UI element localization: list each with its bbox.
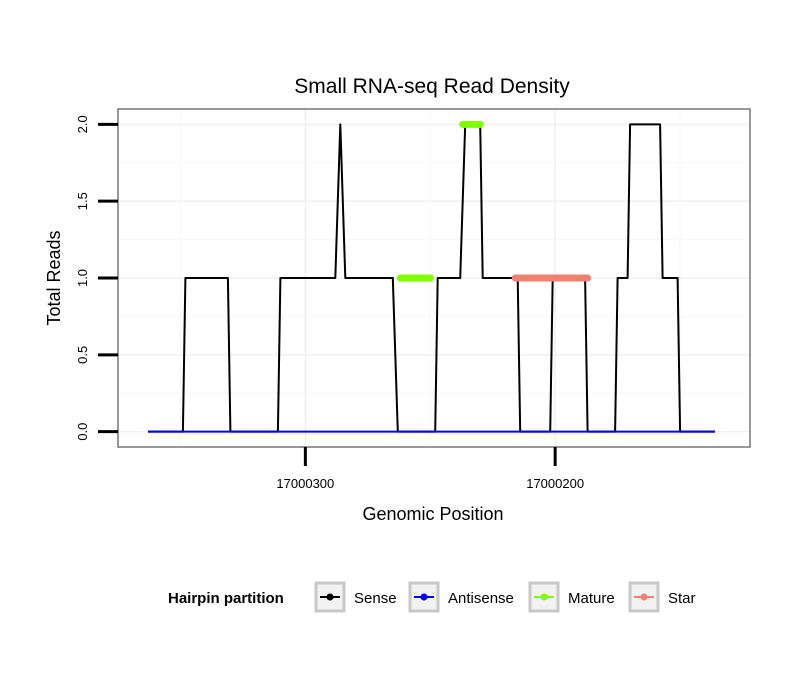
legend-label: Sense <box>354 590 397 607</box>
x-axis: 17000300 17000200 <box>276 447 584 491</box>
legend-label: Mature <box>568 590 615 607</box>
legend-key-dot <box>326 593 334 601</box>
series-layer <box>148 120 715 433</box>
x-tick-label: 17000300 <box>276 476 334 491</box>
chart-title: Small RNA-seq Read Density <box>294 75 570 98</box>
y-axis: 0.0 0.5 1.0 1.5 2.0 <box>75 115 118 441</box>
series-sense-line <box>148 123 715 433</box>
y-tick-label: 1.0 <box>75 269 90 287</box>
y-tick-label: 2.0 <box>75 115 90 133</box>
legend-item-sense: Sense <box>314 581 397 613</box>
legend-key-dot <box>420 593 428 601</box>
x-axis-title: Genomic Position <box>362 504 503 524</box>
legend-key-dot <box>640 593 648 601</box>
legend-label: Star <box>668 590 696 607</box>
y-axis-title: Total Reads <box>44 230 64 325</box>
legend: Hairpin partition Sense Antisense Mature St… <box>168 581 696 613</box>
legend-key-dot <box>540 593 548 601</box>
y-tick-label: 0.0 <box>75 423 90 441</box>
y-tick-label: 0.5 <box>75 346 90 364</box>
legend-item-mature: Mature <box>528 581 615 613</box>
y-tick-label: 1.5 <box>75 192 90 210</box>
legend-title: Hairpin partition <box>168 590 284 607</box>
x-tick-label: 17000200 <box>526 476 584 491</box>
legend-item-antisense: Antisense <box>408 581 514 613</box>
legend-item-star: Star <box>628 581 696 613</box>
legend-label: Antisense <box>448 590 514 607</box>
